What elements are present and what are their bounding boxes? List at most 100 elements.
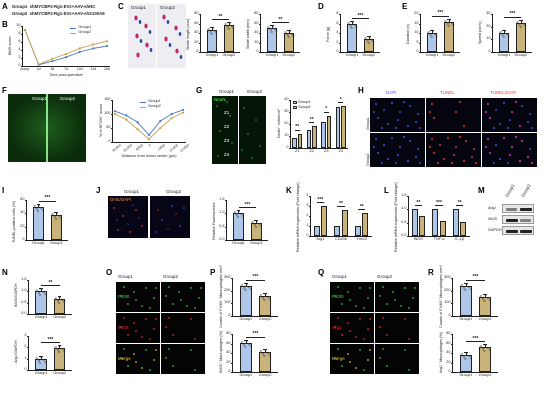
sig-i: *** [44, 195, 51, 202]
q-dot-r2-c1-2 [404, 349, 406, 351]
o-dot-r2-c0-2 [145, 349, 147, 351]
ytick-f-1: 50 [106, 125, 111, 129]
ytick-mark-k-4 [308, 196, 310, 197]
point-c2-1-4 [291, 34, 294, 37]
o-dot-r0-c1-0 [168, 286, 170, 288]
tunel-dot-r1-c0-7 [387, 158, 389, 160]
xtick-f-0: R1500 [111, 143, 122, 153]
point-c2-0-0 [267, 26, 270, 29]
bar-d-0 [346, 24, 358, 52]
h-col-dapi: DAPI [386, 90, 397, 95]
ytick-mark-d-0 [338, 52, 340, 53]
bar-g-0-0 [292, 138, 297, 148]
xtick-j-1: Group2 [249, 241, 263, 245]
xtick-d-1: Group2 [362, 53, 376, 57]
legend-label-g-1: Group2 [298, 104, 311, 109]
point-c2-0-3 [273, 28, 276, 31]
point-c2-1-5 [287, 35, 290, 38]
axis-x-c1 [200, 52, 240, 53]
ytick-k-2: 2 [306, 213, 309, 217]
sig-n2: *** [47, 336, 54, 343]
xtick-r2-1: Group2 [478, 373, 492, 377]
legend-label-f-0: Group1 [148, 99, 161, 104]
point-i-0-3 [40, 206, 43, 209]
point-r1-1-0 [479, 295, 482, 298]
bar-k-0-0 [313, 226, 320, 236]
ylabel-d: Force (g) [326, 26, 330, 42]
legend-swatch-b-0 [70, 28, 77, 29]
tunel-dot-r1-c2-2 [503, 137, 505, 139]
bar-k-1-0 [334, 226, 341, 236]
tunel-dot-r0-c2-8 [509, 119, 511, 121]
points-e1-1 [444, 18, 454, 27]
points-j-0 [233, 210, 244, 219]
ylabel-p2: iNOS⁺ Macrophages (%) [219, 330, 223, 373]
points-p1-0 [240, 282, 252, 291]
point-n1-1-5 [58, 302, 61, 305]
bar-c1-0 [206, 30, 218, 52]
q-image-r2-c0: Merge [330, 344, 374, 374]
ytick-mark-p2-0 [230, 372, 232, 373]
ytick-i-2: 40 [20, 210, 25, 215]
ytick-mark-n1-1 [26, 302, 28, 304]
axis-x-p2 [232, 372, 278, 373]
ytick-mark-d-4 [338, 14, 340, 15]
ytick-l-2: 1.0 [401, 206, 407, 211]
xtick-b-0: preop [20, 67, 30, 71]
xtick-n1-0: Group1 [34, 315, 48, 319]
series-point-f-0-6 [181, 108, 185, 111]
sig-bracket-g-0 [294, 129, 300, 131]
series-point-b-0-3 [64, 56, 68, 59]
o-dots-r1-c1 [165, 317, 196, 340]
ytick-p1-2: 200 [224, 287, 231, 292]
point-e2-1-2 [520, 19, 523, 22]
points-n1-1 [54, 296, 66, 305]
xtick-f-3: 0 [147, 143, 152, 148]
ytick-p2-2: 40 [226, 350, 231, 354]
ylabel-b: BMS score [8, 35, 12, 55]
o-dot-r0-c0-7 [135, 299, 137, 301]
series-point-b-0-2 [51, 60, 54, 63]
ytick-d-2: 4 [336, 30, 339, 34]
q-dot-r1-c1-0 [382, 317, 384, 319]
o-dot-r0-c1-5 [186, 305, 188, 307]
ytick-c1-4: 80 [194, 11, 199, 15]
tunel-dot-r1-c0-10 [415, 156, 417, 158]
tunel-dot-r0-c2-12 [515, 101, 517, 103]
point-i-1-4 [59, 217, 62, 220]
points-n2-1 [54, 345, 66, 354]
tunel-dot-r1-c0-4 [409, 140, 411, 142]
ytick-mark-c1-4 [198, 14, 200, 15]
xtick-f-4: C500 [157, 143, 167, 152]
sig-g-1: ** [309, 116, 314, 123]
points-p1-1 [259, 292, 271, 301]
ytick-mark-j-1 [224, 226, 226, 228]
tunel-dot-r1-c2-15 [485, 146, 487, 148]
q-dot-r0-c1-9 [414, 287, 416, 289]
point-e1-1-4 [451, 23, 454, 26]
q-dot-r0-c1-2 [404, 287, 406, 289]
point-i-0-0 [33, 204, 36, 207]
ytick-mark-r1-3 [450, 278, 452, 279]
ylabel-r2: Arg1⁺ Macrophages (%) [439, 331, 443, 373]
q-dot-r1-c0-6 [363, 338, 365, 340]
bar-l-0-1 [418, 216, 426, 236]
q-dot-r0-c0-1 [347, 291, 349, 293]
point-e1-1-0 [444, 19, 447, 22]
point-r2-0-2 [465, 352, 468, 355]
point-d-1-4 [371, 40, 374, 43]
q-row-label-0: F4/80 [332, 294, 344, 299]
tunel-dot-r1-c2-0 [487, 138, 489, 140]
q-row-label-1: Arg1 [332, 325, 342, 330]
point-e2-1-4 [523, 24, 526, 27]
panel-label-h: H [358, 86, 364, 95]
bar-e1-1 [443, 21, 454, 52]
o-dot-r1-c0-9 [155, 318, 157, 320]
point-r1-1-1 [482, 297, 485, 300]
ylabel-n2: Arg1/GAPDH [14, 339, 18, 363]
axis-x-i [26, 240, 68, 241]
q-col-0: Group1 [332, 274, 348, 279]
sig-k-1: ** [339, 200, 343, 207]
tunel-dot-r1-c0-9 [407, 160, 409, 162]
tunel-dot-r0-c2-5 [529, 113, 531, 115]
